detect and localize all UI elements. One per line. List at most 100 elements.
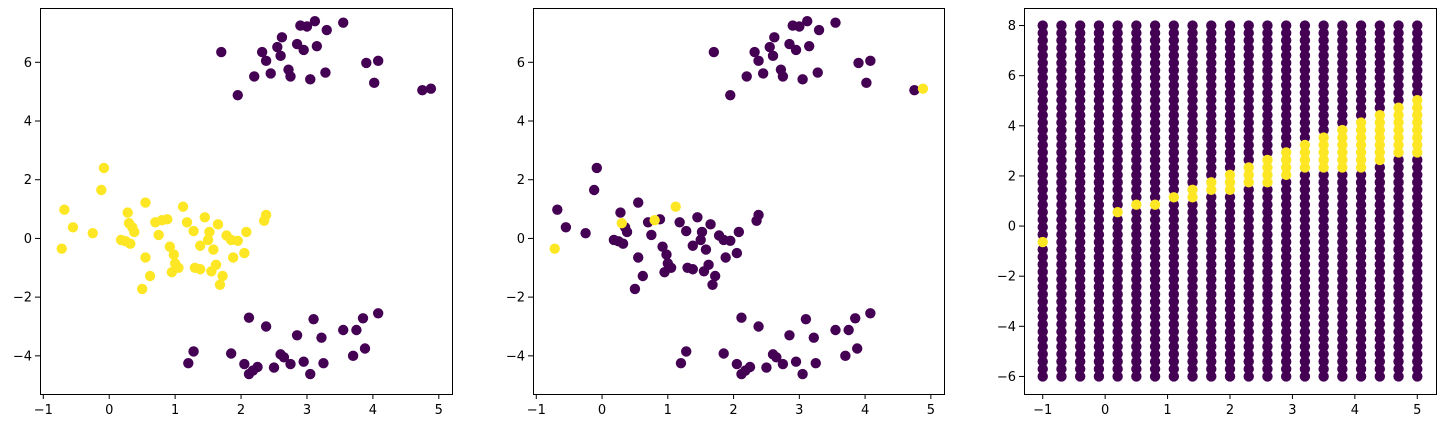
data-point-class-0 bbox=[1318, 304, 1329, 315]
data-point-class-1 bbox=[98, 162, 110, 174]
data-point-class-0 bbox=[1262, 251, 1273, 263]
data-point-class-0 bbox=[1168, 236, 1180, 248]
data-point-class-0 bbox=[1299, 177, 1311, 188]
data-point-class-0 bbox=[1299, 50, 1311, 61]
data-point-class-0 bbox=[1149, 35, 1161, 46]
data-point-class-0 bbox=[1224, 221, 1236, 233]
y-tick-label: 2 bbox=[24, 173, 32, 188]
data-point-class-0 bbox=[1093, 214, 1105, 225]
data-point-class-0 bbox=[1299, 318, 1311, 330]
data-point-class-0 bbox=[1393, 50, 1404, 61]
data-point-class-0 bbox=[1299, 251, 1311, 263]
data-point-class-0 bbox=[1131, 132, 1142, 143]
data-point-class-0 bbox=[1074, 20, 1086, 31]
data-point-class-0 bbox=[1131, 169, 1142, 181]
data-point-class-0 bbox=[268, 362, 280, 373]
data-point-class-0 bbox=[1355, 311, 1367, 322]
data-point-class-1 bbox=[1393, 124, 1404, 136]
data-point-class-0 bbox=[1412, 236, 1423, 248]
data-point-class-0 bbox=[1187, 117, 1198, 128]
data-point-class-0 bbox=[1056, 132, 1067, 143]
data-point-class-0 bbox=[1412, 20, 1423, 31]
data-point-class-0 bbox=[1355, 169, 1367, 181]
data-point-class-0 bbox=[1112, 65, 1123, 76]
data-point-class-1 bbox=[1374, 117, 1386, 128]
data-point-class-0 bbox=[1337, 259, 1348, 270]
data-point-class-0 bbox=[1355, 214, 1367, 225]
data-point-class-0 bbox=[1056, 72, 1067, 84]
data-point-class-0 bbox=[1374, 50, 1386, 61]
data-point-class-0 bbox=[1037, 318, 1048, 330]
data-point-class-0 bbox=[1037, 169, 1048, 181]
data-point-class-0 bbox=[1280, 229, 1292, 240]
data-point-class-0 bbox=[1168, 341, 1180, 352]
data-point-class-0 bbox=[1112, 184, 1123, 195]
data-point-class-0 bbox=[1262, 65, 1273, 76]
data-point-class-1 bbox=[1412, 95, 1423, 106]
data-point-class-0 bbox=[1131, 348, 1142, 360]
data-point-class-0 bbox=[1318, 207, 1329, 218]
data-point-class-0 bbox=[1243, 117, 1254, 128]
data-point-class-0 bbox=[1374, 333, 1386, 345]
data-point-class-0 bbox=[1056, 109, 1067, 121]
data-point-class-0 bbox=[753, 55, 764, 67]
data-point-class-0 bbox=[1318, 371, 1329, 382]
data-point-class-0 bbox=[1299, 124, 1311, 136]
data-point-class-0 bbox=[1243, 371, 1254, 382]
data-point-class-0 bbox=[1243, 27, 1254, 39]
y-tick-label: 0 bbox=[517, 232, 525, 247]
data-point-class-0 bbox=[1224, 147, 1236, 158]
data-point-class-0 bbox=[1187, 87, 1198, 98]
data-point-class-1 bbox=[194, 264, 206, 275]
data-point-class-1 bbox=[181, 217, 193, 228]
data-point-class-0 bbox=[675, 357, 687, 369]
data-point-class-0 bbox=[298, 356, 309, 367]
data-point-class-0 bbox=[1056, 87, 1067, 98]
data-point-class-0 bbox=[1243, 199, 1254, 210]
data-point-class-0 bbox=[260, 321, 272, 332]
data-point-class-0 bbox=[1149, 80, 1161, 91]
data-point-class-0 bbox=[1037, 207, 1048, 218]
data-point-class-0 bbox=[1299, 72, 1311, 84]
data-point-class-0 bbox=[1280, 236, 1292, 248]
data-point-class-0 bbox=[1280, 259, 1292, 270]
x-tick-label: 4 bbox=[861, 403, 869, 418]
data-point-class-0 bbox=[1337, 214, 1348, 225]
data-point-class-0 bbox=[1187, 27, 1198, 39]
data-point-class-0 bbox=[797, 74, 808, 85]
data-point-class-0 bbox=[1224, 102, 1236, 113]
data-point-class-0 bbox=[1206, 162, 1217, 173]
data-point-class-1 bbox=[232, 235, 243, 246]
data-point-class-0 bbox=[1393, 162, 1404, 173]
data-point-class-0 bbox=[1374, 348, 1386, 360]
data-point-class-0 bbox=[1112, 259, 1123, 270]
data-point-class-0 bbox=[225, 348, 237, 359]
points-group bbox=[56, 16, 437, 380]
data-point-class-0 bbox=[1262, 147, 1273, 158]
data-point-class-0 bbox=[1149, 229, 1161, 240]
data-point-class-0 bbox=[1374, 169, 1386, 181]
data-point-class-0 bbox=[1187, 124, 1198, 136]
data-point-class-0 bbox=[1224, 363, 1236, 375]
data-point-class-0 bbox=[1112, 363, 1123, 375]
data-point-class-1 bbox=[1149, 199, 1161, 210]
data-point-class-0 bbox=[1243, 132, 1254, 143]
data-point-class-0 bbox=[1262, 244, 1273, 255]
data-point-class-0 bbox=[1206, 281, 1217, 293]
data-point-class-0 bbox=[1074, 184, 1086, 195]
data-point-class-0 bbox=[1355, 296, 1367, 307]
data-point-class-0 bbox=[1224, 162, 1236, 173]
subplot-2: −1 0 1 2 3 4 5 −4 −2 0 2 4 6 bbox=[506, 8, 945, 418]
data-point-class-1 bbox=[1299, 162, 1311, 173]
data-point-class-0 bbox=[696, 226, 708, 238]
data-point-class-0 bbox=[1112, 371, 1123, 382]
data-point-class-0 bbox=[1299, 326, 1311, 337]
data-point-class-0 bbox=[1299, 333, 1311, 345]
data-point-class-0 bbox=[1393, 274, 1404, 285]
data-point-class-0 bbox=[256, 46, 268, 58]
data-point-class-0 bbox=[1337, 207, 1348, 218]
data-point-class-0 bbox=[232, 89, 243, 101]
data-point-class-0 bbox=[681, 346, 692, 357]
data-point-class-0 bbox=[1337, 72, 1348, 84]
